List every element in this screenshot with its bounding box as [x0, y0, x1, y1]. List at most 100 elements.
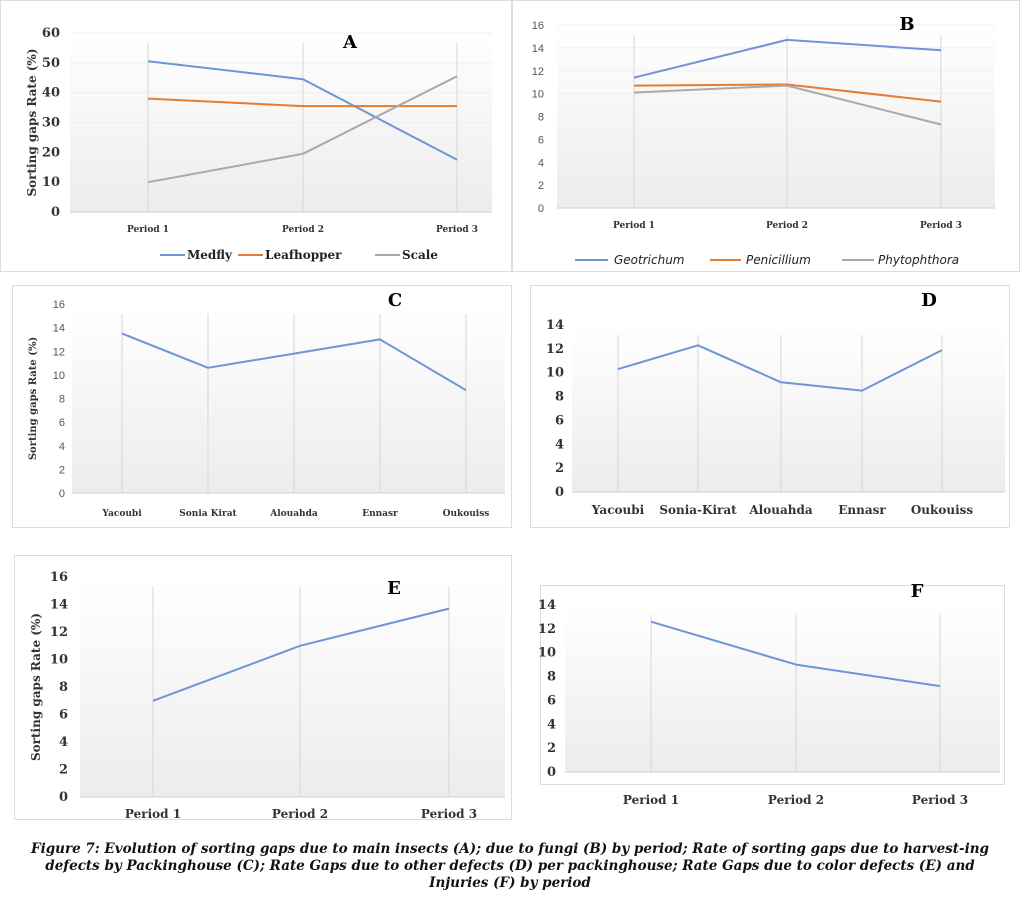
legend-label: Phytophthora: [878, 253, 959, 267]
x-tick-label: Oukouiss: [911, 503, 974, 517]
y-tick-label: 12: [532, 66, 544, 78]
y-tick-label: 10: [42, 175, 60, 190]
y-tick-label: 12: [546, 342, 564, 357]
y-axis-label: Sorting gaps Rate (%): [25, 48, 39, 196]
series-line-medfly: [147, 60, 458, 161]
x-tick-label: Period 1: [125, 807, 181, 821]
series-line-phytophthora: [633, 84, 942, 126]
y-tick-label: 2: [59, 763, 68, 778]
chart-a: 0 10 20 30 40 50 60 Period 1 Period 2 Period 3 A So…: [0, 0, 512, 272]
legend-label: Medfly: [187, 248, 233, 262]
x-tick-label: Alouahda: [748, 503, 812, 517]
y-tick-label: 12: [53, 346, 65, 358]
y-tick-label: 16: [53, 299, 65, 311]
series-line: [617, 344, 943, 392]
series-line: [152, 607, 450, 702]
x-tick-label: Period 3: [436, 225, 478, 235]
x-tick-label: Period 2: [282, 225, 324, 235]
legend-label: Geotrichum: [614, 253, 685, 267]
y-tick-label: 50: [42, 56, 60, 71]
y-tick-label: 10: [546, 366, 564, 381]
y-tick-label: 8: [538, 112, 544, 124]
y-axis-label: Sorting gaps Rate (%): [28, 337, 39, 460]
plot-area: [72, 304, 505, 493]
y-tick-label: 8: [59, 394, 65, 406]
y-tick-label: 0: [555, 485, 564, 500]
y-tick-label: 12: [538, 622, 556, 637]
plot-area: [80, 577, 505, 797]
x-tick-label: Yacoubi: [101, 509, 142, 519]
x-tick-label: Sonia Kirat: [179, 509, 237, 519]
series-line-leafhopper: [147, 97, 457, 108]
y-tick-label: 6: [59, 708, 68, 723]
y-tick-label: 0: [538, 203, 544, 215]
series-line: [121, 332, 467, 392]
legend-label: Leafhopper: [265, 248, 342, 262]
y-tick-label: 10: [50, 653, 68, 668]
panel-title: C: [388, 290, 402, 311]
y-tick-label: 40: [42, 86, 60, 101]
y-tick-label: 12: [50, 625, 68, 640]
panel-title: F: [911, 581, 924, 602]
y-tick-label: 4: [538, 157, 544, 169]
y-tick-label: 60: [42, 26, 60, 41]
x-tick-label: Period 2: [768, 793, 824, 807]
y-tick-label: 0: [59, 488, 65, 500]
y-tick-label: 4: [555, 437, 564, 452]
y-tick-label: 10: [532, 89, 544, 101]
chart-f: 0 2 4 6 8 10 12 14 Period 1 Period 2 Period 3 F: [538, 581, 1005, 807]
panel-title: B: [899, 14, 914, 35]
plot-area: [565, 605, 1000, 772]
series-line-scale: [147, 75, 458, 184]
figure-caption: Figure 7: Evolution of sorting gaps due …: [30, 841, 989, 891]
y-tick-label: 4: [59, 441, 65, 453]
chart-c: 0 2 4 6 8 10 12 14 16 Yacoubi Sonia Kirat Alouahda E…: [12, 285, 512, 528]
y-tick-label: 8: [555, 390, 564, 405]
plot-area: [572, 325, 1005, 492]
y-tick-label: 10: [53, 370, 65, 382]
y-tick-label: 14: [538, 598, 556, 613]
y-tick-label: 4: [547, 717, 556, 732]
x-tick-label: Period 3: [912, 793, 968, 807]
y-tick-label: 4: [59, 735, 68, 750]
x-tick-label: Period 3: [421, 807, 477, 821]
x-tick-label: Yacoubi: [591, 503, 645, 517]
series-line: [650, 620, 941, 688]
legend-label: Scale: [402, 248, 438, 262]
y-tick-label: 14: [532, 43, 544, 55]
series-line-penicillium: [633, 83, 942, 103]
x-tick-label: Sonia-Kirat: [659, 503, 737, 517]
series-line-geotrichum: [633, 38, 942, 79]
x-tick-label: Alouahda: [269, 509, 318, 519]
y-tick-label: 8: [547, 670, 556, 685]
y-tick-label: 0: [59, 790, 68, 805]
y-tick-label: 8: [59, 680, 68, 695]
y-tick-label: 0: [51, 205, 60, 220]
chart-e: 0 2 4 6 8 10 12 14 16 Period 1 Period 2 Period 3 E So…: [14, 555, 512, 821]
legend-label: Penicillium: [746, 253, 811, 267]
y-tick-label: 2: [555, 461, 564, 476]
x-tick-label: Ennasr: [838, 503, 886, 517]
y-tick-label: 30: [42, 116, 60, 131]
x-tick-label: Period 1: [623, 793, 679, 807]
panel-title: A: [342, 32, 358, 53]
y-tick-label: 20: [42, 145, 60, 160]
y-tick-label: 14: [50, 598, 68, 613]
y-tick-label: 14: [53, 323, 65, 335]
y-tick-label: 2: [547, 741, 556, 756]
x-tick-label: Ennasr: [362, 509, 398, 519]
y-tick-label: 2: [538, 180, 544, 192]
panel-title: E: [387, 578, 401, 599]
chart-b: 0 2 4 6 8 10 12 14 16 Period 1 Period 2 Period 3 B Ge…: [512, 0, 1020, 272]
y-tick-label: 16: [50, 570, 68, 585]
y-tick-label: 6: [59, 417, 65, 429]
y-tick-label: 6: [538, 134, 544, 146]
x-tick-label: Period 1: [613, 221, 655, 231]
x-tick-label: Period 3: [920, 221, 962, 231]
y-axis-label: Sorting gaps Rate (%): [29, 613, 43, 761]
y-tick-label: 16: [532, 20, 544, 32]
y-tick-label: 10: [538, 646, 556, 661]
x-tick-label: Oukouiss: [443, 509, 490, 519]
y-tick-label: 6: [555, 413, 564, 428]
